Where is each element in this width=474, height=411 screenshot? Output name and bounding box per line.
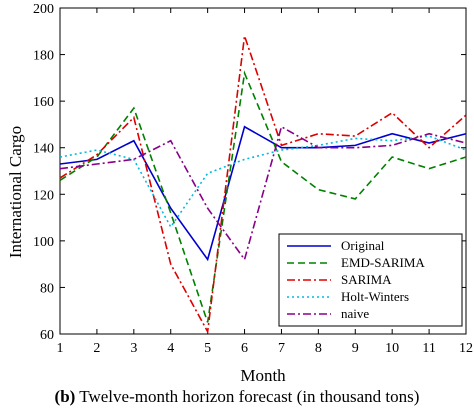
- series-line-naive: [59, 125, 467, 262]
- x-tick-label: 10: [385, 341, 399, 356]
- legend-label-naive: naive: [341, 306, 369, 321]
- x-tick-label: 12: [459, 341, 473, 356]
- x-tick-label: 4: [167, 341, 174, 356]
- y-tick-label: 60: [40, 328, 54, 343]
- x-tick-label: 2: [93, 341, 100, 356]
- y-tick-label: 140: [33, 142, 54, 157]
- legend-label-original: Original: [341, 238, 385, 253]
- x-tick-label: 8: [315, 341, 322, 356]
- y-tick-label: 200: [33, 2, 54, 17]
- figure-caption: (b) Twelve-month horizon forecast (in th…: [0, 387, 474, 407]
- x-tick-label: 11: [422, 341, 435, 356]
- series-lines: [59, 35, 467, 335]
- x-tick-label: 6: [241, 341, 248, 356]
- series-line-emd-sarima: [59, 70, 467, 323]
- legend: Original EMD-SARIMA SARIMA Holt-Winters naiv…: [278, 233, 463, 327]
- legend-label-emd-sarima: EMD-SARIMA: [341, 255, 425, 270]
- x-tick-label: 7: [278, 341, 285, 356]
- y-axis-title: International Cargo: [6, 126, 25, 258]
- y-tick-label: 180: [33, 49, 54, 64]
- y-tick-label: 80: [40, 281, 54, 296]
- y-tick-label: 120: [33, 188, 54, 203]
- x-tick-label: 3: [130, 341, 137, 356]
- x-tick-label: 9: [352, 341, 359, 356]
- plot-area: [59, 7, 467, 335]
- y-tick-label: 160: [33, 95, 54, 110]
- series-line-holt-winters: [59, 135, 467, 229]
- caption-prefix: (b): [54, 387, 76, 406]
- x-tick-label: 1: [57, 341, 64, 356]
- plot-border: [59, 7, 467, 335]
- legend-label-holt-winters: Holt-Winters: [341, 289, 409, 304]
- series-line-original: [59, 125, 467, 262]
- legend-label-sarima: SARIMA: [341, 272, 392, 287]
- series-line-sarima: [59, 35, 467, 335]
- x-axis-title: Month: [240, 366, 286, 385]
- y-tick-label: 100: [33, 235, 54, 250]
- x-tick-label: 5: [204, 341, 211, 356]
- caption-text: Twelve-month horizon forecast (in thousa…: [79, 387, 420, 406]
